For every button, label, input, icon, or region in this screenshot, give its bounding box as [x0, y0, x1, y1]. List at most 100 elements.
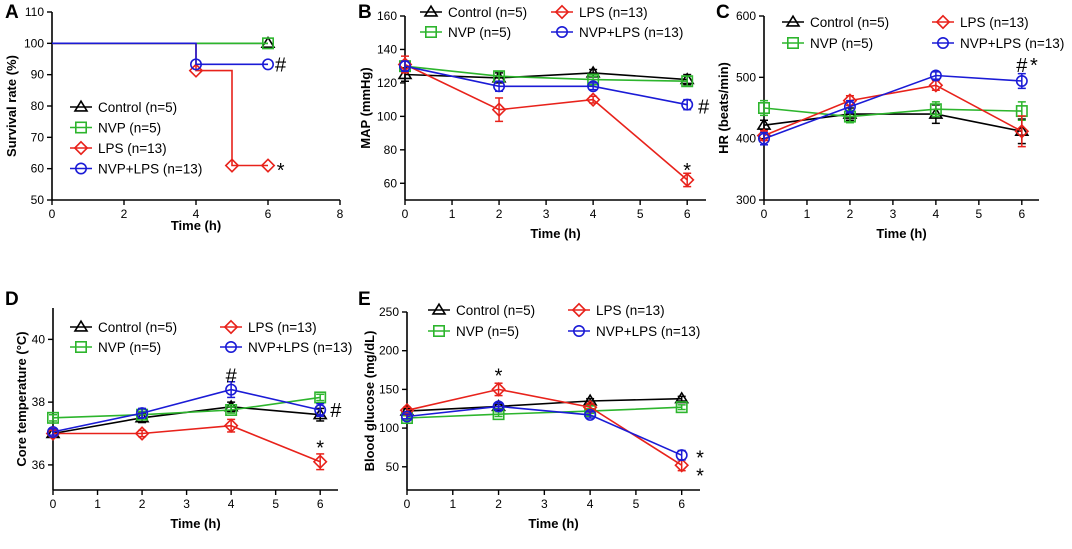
legend-item: NVP (n=5) [420, 25, 511, 40]
x-tick-label: 0 [49, 207, 56, 221]
x-tick-label: 8 [337, 207, 344, 221]
y-tick-label: 60 [31, 162, 45, 176]
series-nvp-plus-lps [52, 42, 274, 71]
series-line [763, 107, 1022, 118]
legend-marker [223, 319, 239, 335]
legend-item: LPS (n=13) [70, 140, 167, 156]
series-line [404, 63, 688, 181]
legend-marker [785, 14, 801, 27]
legend-item: Control (n=5) [782, 14, 889, 30]
panel-letter: B [358, 2, 372, 23]
legend-label: NVP+LPS (n=13) [248, 340, 352, 355]
x-tick-label: 6 [678, 497, 685, 511]
y-tick-label: 150 [379, 382, 399, 396]
data-point [136, 407, 149, 420]
significance-mark: * [683, 160, 691, 182]
data-point [134, 426, 150, 441]
legend-label: NVP+LPS (n=13) [596, 324, 700, 339]
significance-mark: * [316, 438, 324, 460]
legend-label: Control (n=5) [810, 15, 889, 30]
data-point [1015, 75, 1028, 88]
data-point [928, 77, 944, 93]
series-line [52, 388, 321, 433]
legend-marker [936, 36, 949, 49]
legend-label: NVP+LPS (n=13) [98, 162, 202, 177]
significance-mark: * [696, 465, 704, 487]
series-line [406, 388, 683, 466]
series-line [52, 42, 268, 66]
y-tick-label: 120 [377, 76, 397, 90]
legend-item: NVP (n=5) [70, 340, 161, 355]
y-tick-label: 300 [736, 193, 756, 207]
series-nvp-plus-lps [46, 380, 327, 438]
x-axis-title: Time (h) [528, 516, 578, 531]
legend-item: LPS (n=13) [220, 319, 317, 335]
y-tick-label: 80 [31, 99, 45, 113]
significance-mark: * [495, 365, 503, 387]
y-axis-title: HR (beats/min) [716, 62, 731, 154]
data-point [757, 102, 770, 115]
x-tick-label: 4 [590, 207, 597, 221]
legend-marker [75, 121, 88, 134]
legend-item: Control (n=5) [428, 302, 535, 318]
series-nvp-plus-lps [398, 60, 694, 111]
x-tick-label: 4 [193, 207, 200, 221]
legend-marker [73, 99, 89, 112]
data-point [312, 454, 328, 470]
y-tick-label: 140 [377, 42, 397, 56]
panel-c: C 0 1 2 3 4 5 6 300 400 500 600 Time (h) HR (beats/mi… [716, 2, 1064, 241]
x-axis-title: Time (h) [876, 226, 926, 241]
x-tick-label: 6 [317, 497, 324, 511]
legend-item: NVP+LPS (n=13) [932, 36, 1064, 51]
x-tick-label: 0 [404, 497, 411, 511]
legend-item: NVP (n=5) [782, 36, 873, 51]
x-tick-label: 2 [121, 207, 128, 221]
series-line [53, 424, 321, 463]
data-point [681, 98, 694, 111]
legend-item: NVP (n=5) [428, 324, 519, 339]
series-nvp-plus-lps [400, 400, 688, 462]
panel-a: A 0 2 4 6 8 50 60 70 80 90 100 110 Time (h) Survival r… [4, 2, 344, 233]
y-tick-label: 160 [377, 9, 397, 23]
data-point [584, 408, 597, 421]
data-point [491, 399, 506, 412]
data-point [314, 403, 327, 416]
data-point [491, 102, 507, 118]
y-tick-label: 38 [32, 395, 46, 409]
y-tick-label: 250 [379, 305, 399, 319]
data-point [261, 58, 274, 71]
x-axis-title: Time (h) [171, 218, 221, 233]
data-point [261, 37, 274, 50]
legend-marker [423, 4, 439, 17]
legend-item: Control (n=5) [70, 319, 177, 335]
series-line [763, 113, 1022, 133]
data-point [1014, 123, 1030, 139]
legend-marker [73, 140, 89, 156]
data-point [225, 403, 238, 416]
x-tick-label: 4 [228, 497, 235, 511]
legend-label: NVP (n=5) [98, 121, 161, 136]
legend-marker [572, 324, 585, 337]
legend-label: LPS (n=13) [596, 303, 665, 318]
significance-mark: # [226, 365, 238, 387]
x-tick-label: 4 [587, 497, 594, 511]
y-tick-label: 50 [386, 460, 400, 474]
y-axis-title: Blood glucose (mg/dL) [362, 331, 377, 472]
x-tick-label: 6 [684, 207, 691, 221]
x-tick-label: 4 [933, 207, 940, 221]
data-point [681, 75, 694, 88]
legend-label: LPS (n=13) [248, 320, 317, 335]
panel-letter: E [358, 289, 371, 310]
legend-marker [225, 340, 238, 353]
data-point [400, 410, 413, 423]
significance-mark: # [330, 400, 342, 422]
data-point [493, 80, 506, 93]
legend-label: LPS (n=13) [960, 15, 1029, 30]
legend-label: NVP (n=5) [448, 25, 511, 40]
legend-marker [555, 25, 568, 38]
data-point [929, 103, 942, 116]
legend-item: NVP+LPS (n=13) [70, 162, 202, 177]
series-nvp [46, 391, 327, 424]
data-point [224, 158, 240, 173]
significance-mark: # [275, 54, 287, 76]
